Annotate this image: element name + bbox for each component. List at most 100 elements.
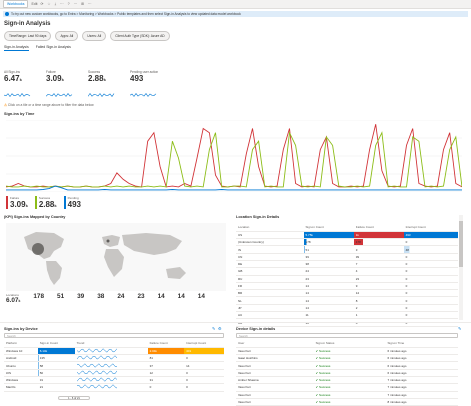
map-stats: Locations 6.07k 178 51 39 38 24 23 14 14 14 [6, 293, 205, 304]
toolbar-tool-icon[interactable]: ⤓ [54, 2, 57, 6]
scrollbar-thumb[interactable] [459, 221, 463, 267]
legend-item[interactable]: Failure 3.09k [6, 196, 28, 209]
kpi-number: 6.47 [4, 74, 20, 83]
status-cell: ✔ Success [313, 398, 386, 406]
column-header[interactable]: Sign-in Time [385, 340, 458, 348]
device-search-input[interactable]: Search [4, 333, 224, 338]
legend-item[interactable]: Pending 493 [63, 196, 81, 209]
table-row[interactable]: Windows 10 6.14k 2.04k 401 [4, 347, 224, 356]
interrupt-cell: 401 [184, 347, 224, 356]
tab-signin-analysis[interactable]: Sign-in Analysis [4, 45, 29, 51]
filter-chip[interactable]: Users: All [82, 31, 107, 41]
table-row[interactable]: Vasu Kuri ✔ Success 7 minutes ago [236, 383, 458, 392]
toolbar-tool-icon[interactable]: ⋯ [73, 2, 78, 6]
cell-value: 401 [186, 348, 192, 353]
toolbar-tool-icon[interactable]: ? [67, 2, 70, 6]
world-map[interactable] [6, 223, 226, 291]
column-header[interactable]: Failure Count [147, 340, 185, 348]
table-row[interactable]: US 5.75k 1k 493 [236, 231, 458, 240]
table-row[interactable]: JP 14 2 0 [236, 304, 458, 313]
column-header[interactable]: User [236, 340, 314, 348]
details-search-input[interactable]: Search [236, 333, 458, 338]
column-header[interactable]: Platform [4, 340, 38, 348]
kpi-tile[interactable]: All Sign-ins 6.47k [3, 70, 32, 102]
toolbar-tool-icon[interactable]: ☆ [47, 2, 51, 6]
status-cell: ✔ Success [313, 361, 386, 370]
toolbar-tool-icon[interactable]: ⋯ [60, 2, 64, 6]
table-row[interactable]: Ubuntu 58 37 14 [4, 361, 224, 370]
filter-chip[interactable]: Client Auth Type (SDK): Azure AD [110, 31, 170, 41]
settings-gear-icon[interactable]: ⚙ [218, 326, 222, 331]
table-row[interactable]: RU 23 23 0 [236, 275, 458, 283]
signins-line-chart[interactable] [6, 120, 462, 192]
table-row[interactable]: Android 135 81 0 [4, 354, 224, 363]
column-header[interactable]: Sign-in Count [303, 224, 354, 232]
filter-chip[interactable]: Apps: All [55, 31, 79, 41]
bar-cell: 51 [303, 245, 354, 254]
bar-cell: 14 [353, 289, 404, 298]
toolbar-tool-icon[interactable]: ⋯ [88, 2, 92, 6]
bar-cell: 1k [353, 231, 404, 240]
map-title: (KPI) Sign-ins Mapped by Country [4, 215, 66, 219]
table-row[interactable]: Vasu Kuri ✔ Success 6 minutes ago [236, 361, 458, 370]
status-text: Success [319, 356, 331, 361]
status-text: Success [319, 392, 331, 397]
cell-value: 0 [405, 313, 408, 318]
bar-cell: 0 [403, 238, 458, 247]
column-header[interactable]: Sign-in Count [37, 340, 75, 348]
table-row[interactable]: FR 14 9 0 [236, 282, 458, 291]
series-line-success[interactable] [6, 131, 462, 188]
platform-cell: Windows 10 [4, 347, 38, 356]
kpi-tile[interactable]: Pending user action 493 [129, 70, 158, 102]
table-row[interactable]: CN 39 39 0 [236, 253, 458, 262]
table-row[interactable]: IN 51 3 48 [236, 245, 458, 254]
filter-chip[interactable]: TimeRange: Last 90 days [4, 31, 52, 41]
series-line-pending[interactable] [6, 185, 462, 191]
table-row[interactable]: BR 14 14 0 [236, 289, 458, 298]
map-stat: 14 [158, 293, 165, 304]
scrollbar[interactable] [459, 215, 463, 320]
table-row[interactable]: GB 24 4 0 [236, 267, 458, 276]
table-row[interactable]: Vasu Kuri ✔ Success 6 minutes ago [236, 369, 458, 378]
legend-item[interactable]: Success 2.88k [34, 196, 57, 209]
column-header[interactable]: Interrupt Count [403, 224, 458, 232]
column-header[interactable]: Location [236, 224, 304, 232]
table-row[interactable]: Vasu Kuri ✔ Success 8 minutes ago [236, 398, 458, 406]
table-header: User Sign-in Status Sign-in Time [236, 340, 458, 348]
table-row[interactable]: Isaac Hutchins ✔ Success 6 minutes ago [236, 354, 458, 363]
time-cell: 6 minutes ago [385, 369, 458, 378]
table-row[interactable]: Vasu Kuri ✔ Success 7 minutes ago [236, 391, 458, 399]
table-row[interactable]: MacOs 21 0 0 [4, 383, 224, 392]
table-row[interactable]: Vasu Kuri ✔ Success 6 minutes ago [236, 347, 458, 356]
us-location-marker[interactable] [32, 243, 44, 255]
status-text: Success [319, 363, 331, 368]
column-header[interactable]: Interrupt Count [184, 340, 224, 348]
toolbar-tool-icon[interactable]: ⊞ [81, 2, 85, 6]
series-line-failure[interactable] [6, 124, 462, 188]
column-header[interactable]: Sign-in Status [313, 340, 386, 348]
pagination[interactable]: 1 - 6 of 21 [58, 396, 90, 400]
table-row[interactable]: NL 14 8 0 [236, 296, 458, 305]
bar-cell: 3 [353, 245, 404, 254]
column-header[interactable]: Failure Count [353, 224, 404, 232]
workbooks-tab[interactable]: Workbooks [3, 0, 29, 8]
tab-failed-signin-analysis[interactable]: Failed Sign-in Analysis [35, 45, 71, 49]
trend-cell [74, 376, 148, 385]
cell-value: 2.04k [149, 348, 157, 353]
edit-pencil-icon[interactable]: ✎ [458, 326, 462, 331]
edit-button[interactable]: Edit [31, 2, 38, 6]
edit-pencil-icon[interactable]: ✎ [212, 326, 216, 331]
bar-cell: 178 [303, 238, 354, 247]
eu-location-marker[interactable] [106, 239, 110, 243]
table-row[interactable]: AU 11 1 0 [236, 311, 458, 320]
table-row[interactable]: Amber Shawna ✔ Success 7 minutes ago [236, 376, 458, 385]
column-header[interactable]: Trend [74, 340, 148, 348]
table-row[interactable]: Windows 31 31 0 [4, 376, 224, 385]
table-row[interactable]: (Unknown Country) 178 178 0 [236, 238, 458, 247]
toolbar-tool-icon[interactable]: ⟳ [40, 2, 44, 6]
table-row[interactable]: iOS 50 12 0 [4, 369, 224, 378]
kpi-tile[interactable]: Success 2.88k [87, 70, 116, 102]
table-row[interactable]: DE 38 7 0 [236, 260, 458, 269]
kpi-tile[interactable]: Failure 3.09k [45, 70, 74, 102]
toolbar-tools: ⟳ ☆ ⤓ ⋯? ⋯ ⊞ ⋯ [40, 2, 91, 6]
